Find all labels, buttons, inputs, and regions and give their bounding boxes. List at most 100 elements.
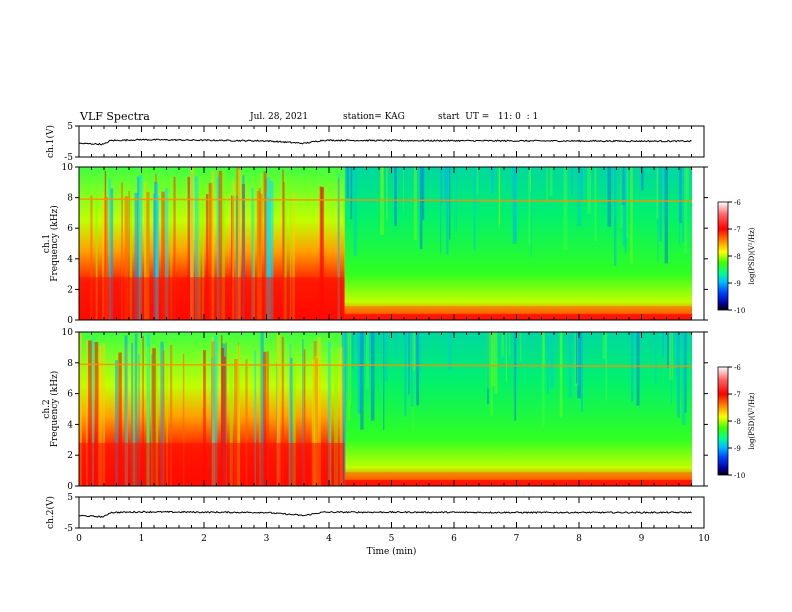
- spectrogram-streak: [333, 356, 336, 486]
- spectrogram-streak: [491, 167, 494, 194]
- spectrogram-streak: [508, 332, 511, 356]
- spectrogram-streak: [512, 167, 517, 244]
- spectrogram-streak: [666, 332, 669, 368]
- spectrogram-streak: [622, 167, 626, 247]
- colorbar-tick-label: -10: [734, 472, 745, 480]
- spectrogram-streak: [625, 167, 629, 238]
- spectrogram-streak: [98, 345, 102, 486]
- spectrogram-streak: [339, 347, 343, 486]
- y-tick-label: 0: [67, 482, 73, 492]
- spectrogram-streak: [320, 187, 325, 320]
- spectrogram-streak: [303, 349, 306, 486]
- spectrogram-streak: [440, 167, 442, 254]
- spectrogram-streak: [182, 353, 185, 486]
- x-tick-label: 8: [576, 534, 582, 544]
- x-tick-label: 9: [639, 534, 645, 544]
- spectrogram-streak: [501, 332, 505, 357]
- panel-ylabel: ch.2(V): [45, 496, 56, 529]
- spectrogram-streak: [514, 332, 517, 421]
- spectrogram-streak: [90, 195, 93, 320]
- spectrogram-streak: [681, 332, 686, 425]
- narrowband-line: [78, 363, 693, 368]
- colorbar-tick-label: -8: [734, 253, 741, 261]
- spectrogram-streak: [161, 191, 165, 320]
- spectrogram-streak: [245, 359, 248, 486]
- spectrogram-streak: [131, 342, 134, 486]
- spectrogram-streak: [405, 332, 407, 379]
- spectrogram-streak: [282, 169, 284, 320]
- spectrogram-streak: [570, 167, 573, 197]
- spectrogram-streak: [669, 332, 673, 381]
- spectrogram-streak: [229, 352, 233, 486]
- x-tick-label: 1: [139, 534, 145, 544]
- spectrogram-streak: [657, 167, 659, 262]
- spectrogram-streak: [110, 188, 114, 320]
- spectrogram-streak: [302, 339, 304, 486]
- waveform-trace: [78, 510, 692, 518]
- spectrogram-streak: [580, 167, 583, 201]
- spectrogram-streak: [530, 167, 532, 192]
- colorbar: [717, 366, 729, 476]
- spectrogram-streak: [162, 350, 165, 486]
- colorbar-tick-label: -9: [734, 445, 741, 453]
- spectrogram-streak: [385, 332, 388, 382]
- low-frequency-band: [79, 277, 345, 320]
- spectrogram-streak: [473, 167, 476, 251]
- spectrogram-streak: [164, 188, 169, 320]
- x-tick-label: 6: [451, 534, 457, 544]
- spectrogram-streak: [682, 167, 686, 243]
- spectrogram-streak: [205, 194, 209, 320]
- spectrogram-streak: [678, 167, 681, 245]
- spectrogram-streak: [155, 196, 159, 320]
- spectrogram-streak: [677, 332, 680, 418]
- spectrogram-streak: [290, 357, 293, 486]
- spectrogram-streak: [620, 167, 623, 228]
- spectrogram-streak: [154, 358, 159, 486]
- spectrogram-streak: [408, 332, 410, 395]
- spectrogram-streak: [530, 167, 532, 258]
- spectrogram-streak: [146, 192, 150, 320]
- spectrogram-streak: [546, 332, 550, 394]
- spectrogram-streak: [656, 167, 659, 219]
- spectrogram-streak: [152, 348, 156, 486]
- waveform-ch1-waveform: 5 -5 ch.1(V): [45, 122, 705, 163]
- spectrogram-streak: [614, 167, 617, 266]
- spectrogram-streak: [129, 193, 133, 320]
- spectrogram-streak: [88, 340, 92, 486]
- colorbar-tick-label: -9: [734, 280, 741, 288]
- spectrogram-streak: [137, 176, 140, 320]
- spectrogram-streak: [166, 357, 168, 486]
- spectrogram-streak: [574, 332, 579, 386]
- spectrogram-streak: [102, 191, 104, 320]
- spectrogram-streak: [104, 197, 108, 320]
- spectrogram-streak: [353, 167, 358, 256]
- spectrogram-streak: [142, 336, 144, 486]
- y-tick-label: 10: [62, 163, 74, 173]
- spectrogram-streak: [218, 170, 223, 320]
- spectrogram-streak: [490, 332, 493, 416]
- spectrogram-streak: [267, 351, 269, 486]
- spectrogram-streak: [289, 174, 292, 320]
- spectrogram-streak: [108, 178, 111, 320]
- x-tick-label: 3: [264, 534, 270, 544]
- spectrogram-streak: [133, 361, 136, 486]
- panel-ylabel: ch.1: [42, 234, 52, 253]
- y-tick-label: 0: [67, 316, 73, 326]
- spectrogram-streak: [94, 341, 99, 486]
- spectrogram-streak: [216, 176, 221, 320]
- spectrogram-streak: [259, 355, 261, 486]
- spectrogram-streak: [269, 181, 274, 320]
- spectrogram-streak: [146, 346, 150, 486]
- spectrogram-streak: [659, 167, 662, 242]
- spectrogram-streak: [419, 167, 423, 250]
- spectrogram-streak: [487, 332, 489, 405]
- colorbar: [717, 201, 729, 311]
- spectrogram-streak: [386, 167, 388, 221]
- spectrogram-streak: [446, 167, 449, 255]
- spectrogram-streak: [224, 356, 226, 486]
- spectrogram-streak: [607, 167, 612, 227]
- spectrogram-streak: [350, 332, 352, 406]
- spectrogram-streak: [314, 355, 318, 486]
- spectrogram-streak: [338, 178, 340, 320]
